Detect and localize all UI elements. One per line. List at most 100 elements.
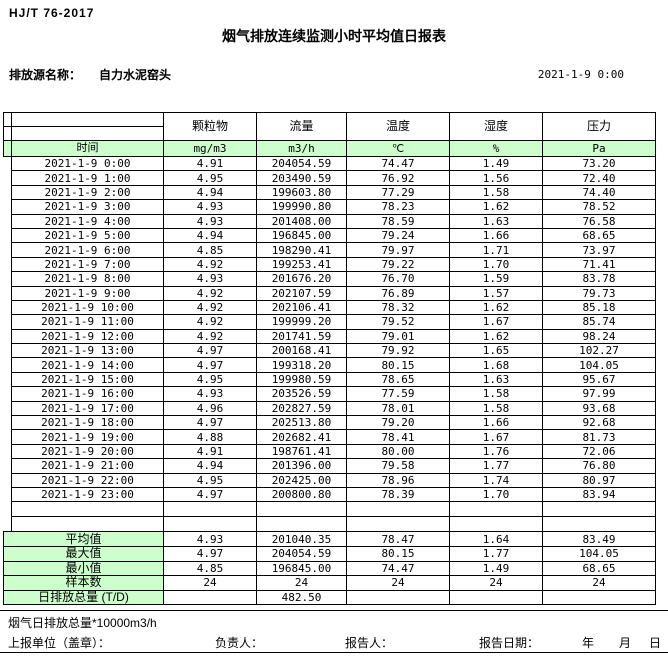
value-cell: 1.68 xyxy=(449,357,543,373)
empty-cell xyxy=(542,501,656,518)
time-cell: 2021-1-9 9:00 xyxy=(11,285,164,301)
value-cell: 83.78 xyxy=(542,271,656,287)
responsible-person-label: 负责人： xyxy=(215,636,264,650)
value-cell: 203490.59 xyxy=(256,170,347,186)
empty-cell xyxy=(346,516,450,533)
row-left-spacer xyxy=(3,156,12,171)
empty-cell xyxy=(11,516,164,533)
row-left-spacer xyxy=(3,372,12,387)
value-cell: 200800.80 xyxy=(256,486,347,503)
time-cell: 2021-1-9 3:00 xyxy=(11,199,164,215)
row-left-spacer xyxy=(3,458,12,474)
row-left-spacer xyxy=(3,501,12,517)
time-cell: 2021-1-9 4:00 xyxy=(11,213,164,229)
data-row: 2021-1-9 3:00 4.93 199990.80 78.23 1.62 78.52 xyxy=(3,199,656,215)
summary-value-cell: 78.47 xyxy=(346,531,450,547)
time-cell: 2021-1-9 16:00 xyxy=(11,386,164,402)
summary-label: 样本数 xyxy=(3,575,164,591)
time-cell: 2021-1-9 12:00 xyxy=(11,328,164,345)
empty-cell xyxy=(163,501,257,518)
row-left-spacer xyxy=(3,214,12,229)
value-cell: 1.65 xyxy=(449,343,543,359)
summary-value-cell: 104.05 xyxy=(542,545,656,562)
summary-row: 平均值 4.93 201040.35 78.47 1.64 83.49 xyxy=(3,531,656,547)
row-left-spacer xyxy=(3,415,12,430)
data-row: 2021-1-9 7:00 4.92 199253.41 79.22 1.70 71.41 xyxy=(3,256,656,273)
value-cell: 79.01 xyxy=(346,328,450,345)
value-cell: 1.63 xyxy=(449,371,543,388)
value-cell: 1.76 xyxy=(449,443,543,460)
time-cell: 2021-1-9 10:00 xyxy=(11,299,164,316)
report-unit-label: 上报单位（盖章）： xyxy=(8,636,111,650)
data-row: 2021-1-9 16:00 4.93 203526.59 77.59 1.58 97.9… xyxy=(3,386,656,402)
time-cell: 2021-1-9 8:00 xyxy=(11,271,164,287)
summary-row: 样本数 24 24 24 24 24 xyxy=(3,575,656,591)
value-cell: 92.68 xyxy=(542,415,656,431)
data-row: 2021-1-9 21:00 4.94 201396.00 79.58 1.77 76.8… xyxy=(3,458,656,474)
value-cell: 76.70 xyxy=(346,271,450,287)
value-cell: 199318.20 xyxy=(256,357,347,373)
value-cell: 198290.41 xyxy=(256,242,347,258)
year-label: 年 xyxy=(582,636,595,650)
value-cell: 79.22 xyxy=(346,256,450,273)
empty-cell xyxy=(256,501,347,518)
row-left-spacer xyxy=(3,257,12,272)
value-cell: 1.74 xyxy=(449,472,543,488)
value-cell: 1.56 xyxy=(449,170,543,186)
value-cell: 199999.20 xyxy=(256,314,347,330)
data-row: 2021-1-9 5:00 4.94 196845.00 79.24 1.66 68.65 xyxy=(3,227,656,244)
value-cell: 85.74 xyxy=(542,314,656,330)
value-cell: 80.00 xyxy=(346,443,450,460)
value-cell: 4.91 xyxy=(163,443,257,460)
value-cell: 1.70 xyxy=(449,486,543,503)
value-cell: 4.93 xyxy=(163,213,257,229)
value-cell: 79.20 xyxy=(346,415,450,431)
footer-divider-line xyxy=(0,610,668,611)
summary-value-cell: 80.15 xyxy=(346,545,450,562)
units-row: 时间 mg/m3 m3/h ℃% Pa xyxy=(3,140,656,157)
value-cell: 78.41 xyxy=(346,429,450,445)
row-left-spacer xyxy=(3,271,12,287)
data-row: 2021-1-9 8:00 4.93 201676.20 76.70 1.59 83.78 xyxy=(3,271,656,287)
value-cell: 201676.20 xyxy=(256,271,347,287)
value-cell: 4.93 xyxy=(163,386,257,402)
time-cell: 2021-1-9 0:00 xyxy=(11,155,164,172)
unit-cell-4: Pa xyxy=(542,140,656,157)
empty-cell xyxy=(256,516,347,533)
summary-row: 最小值 4.85 196845.00 74.47 1.49 68.65 xyxy=(3,560,656,577)
value-cell: 196845.00 xyxy=(256,227,347,244)
time-cell: 2021-1-9 15:00 xyxy=(11,371,164,388)
value-cell: 1.66 xyxy=(449,227,543,244)
unit-cell-0: mg/m3 xyxy=(163,140,257,157)
row-left-spacer xyxy=(3,185,12,200)
value-cell: 4.97 xyxy=(163,486,257,503)
value-cell: 77.29 xyxy=(346,184,450,201)
summary-row: 最大值 4.97 204054.59 80.15 1.77 104.05 xyxy=(3,545,656,562)
value-cell: 71.41 xyxy=(542,256,656,273)
unit-cell-3: % xyxy=(449,140,543,157)
value-cell: 202425.00 xyxy=(256,472,347,488)
row-left-spacer xyxy=(3,386,12,402)
value-cell: 79.73 xyxy=(542,285,656,301)
row-left-spacer xyxy=(3,314,12,330)
row-left-spacer xyxy=(3,329,12,344)
value-cell: 4.95 xyxy=(163,472,257,488)
summary-label: 日排放总量 (T/D) xyxy=(3,589,164,606)
summary-value-cell xyxy=(449,589,543,606)
time-cell: 2021-1-9 17:00 xyxy=(11,400,164,417)
column-header-4: 压力 xyxy=(542,112,656,141)
value-cell: 1.71 xyxy=(449,242,543,258)
emission-source-name: 自力水泥窑头 xyxy=(99,68,172,82)
value-cell: 4.91 xyxy=(163,155,257,172)
data-row: 2021-1-9 9:00 4.92 202107.59 76.89 1.57 79.73 xyxy=(3,285,656,301)
value-cell: 4.93 xyxy=(163,199,257,215)
day-label: 日 xyxy=(649,636,662,650)
emission-source-label: 排放源名称： xyxy=(9,68,82,82)
data-row: 2021-1-9 12:00 4.92 201741.59 79.01 1.62 98.2… xyxy=(3,328,656,345)
value-cell: 74.47 xyxy=(346,155,450,172)
time-header-spacer xyxy=(3,140,12,157)
value-cell: 204054.59 xyxy=(256,155,347,172)
value-cell: 1.67 xyxy=(449,429,543,445)
time-cell: 2021-1-9 5:00 xyxy=(11,227,164,244)
row-left-spacer xyxy=(3,199,12,215)
